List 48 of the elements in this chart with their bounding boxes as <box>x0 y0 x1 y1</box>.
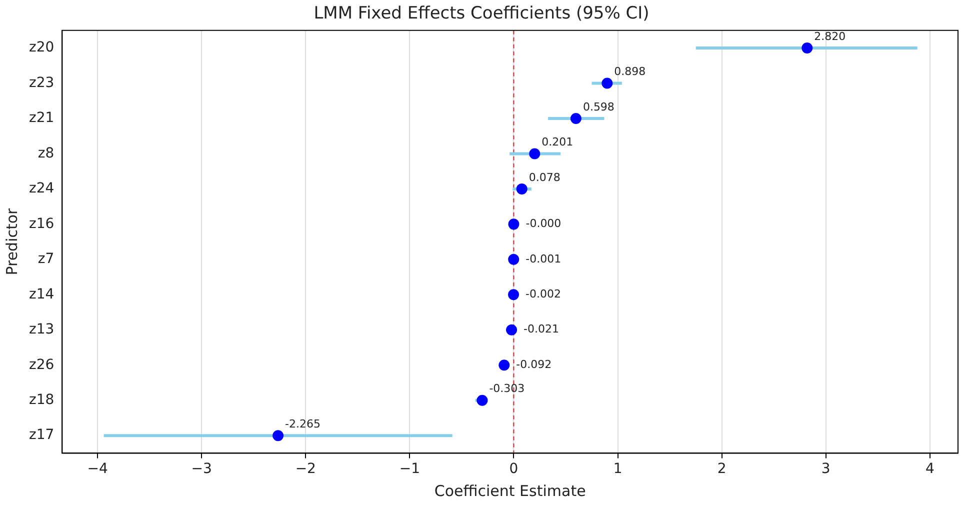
x-tick-label: 2 <box>717 461 726 478</box>
point <box>508 218 520 230</box>
x-tick-label: −2 <box>295 461 316 478</box>
point <box>570 112 582 124</box>
point <box>802 42 813 54</box>
y-tick-label: z17 <box>28 427 54 444</box>
y-tick-label: z7 <box>38 251 54 268</box>
y-tick-label: z23 <box>28 74 54 91</box>
data-label: -0.303 <box>489 382 525 396</box>
data-label: -0.021 <box>524 322 560 336</box>
point <box>506 324 518 336</box>
data-label: -0.001 <box>526 252 562 266</box>
x-tick-label: 1 <box>613 461 622 478</box>
y-tick-label: z20 <box>28 40 54 56</box>
y-tick-label: z13 <box>28 322 54 338</box>
point <box>508 289 520 300</box>
data-label: 0.201 <box>542 136 574 149</box>
data-label: -0.000 <box>526 217 562 230</box>
x-tick-label: −1 <box>399 461 420 478</box>
y-axis-title: Predictor <box>2 207 21 276</box>
data-label: 0.598 <box>582 100 614 114</box>
y-tick-label: z26 <box>28 356 54 373</box>
point <box>602 78 613 89</box>
point <box>508 254 520 265</box>
chart-title: LMM Fixed Effects Coefficients (95% CI) <box>314 4 650 24</box>
y-tick-label: z21 <box>28 110 54 126</box>
point <box>476 394 488 406</box>
y-tick-label: z18 <box>28 392 54 408</box>
x-axis-title: Coefficient Estimate <box>434 482 586 500</box>
point <box>529 148 540 160</box>
data-label: 2.820 <box>814 30 846 43</box>
y-tick-label: z8 <box>38 145 54 162</box>
data-label: -0.002 <box>526 288 561 301</box>
x-tick-label: 3 <box>821 461 830 478</box>
data-label: 0.898 <box>614 65 646 78</box>
data-label: -2.265 <box>285 417 321 430</box>
data-label: -0.092 <box>516 358 552 371</box>
data-label: 0.078 <box>528 170 560 184</box>
y-tick-label: z16 <box>28 216 54 232</box>
point <box>516 183 528 194</box>
y-tick-label: z14 <box>28 286 54 302</box>
x-tick-label: −4 <box>87 461 108 478</box>
point <box>498 360 510 371</box>
x-tick-label: −3 <box>191 461 212 478</box>
point <box>272 430 284 442</box>
x-tick-label: 4 <box>925 461 934 478</box>
x-tick-label: 0 <box>509 461 518 478</box>
y-tick-label: z24 <box>28 180 54 197</box>
